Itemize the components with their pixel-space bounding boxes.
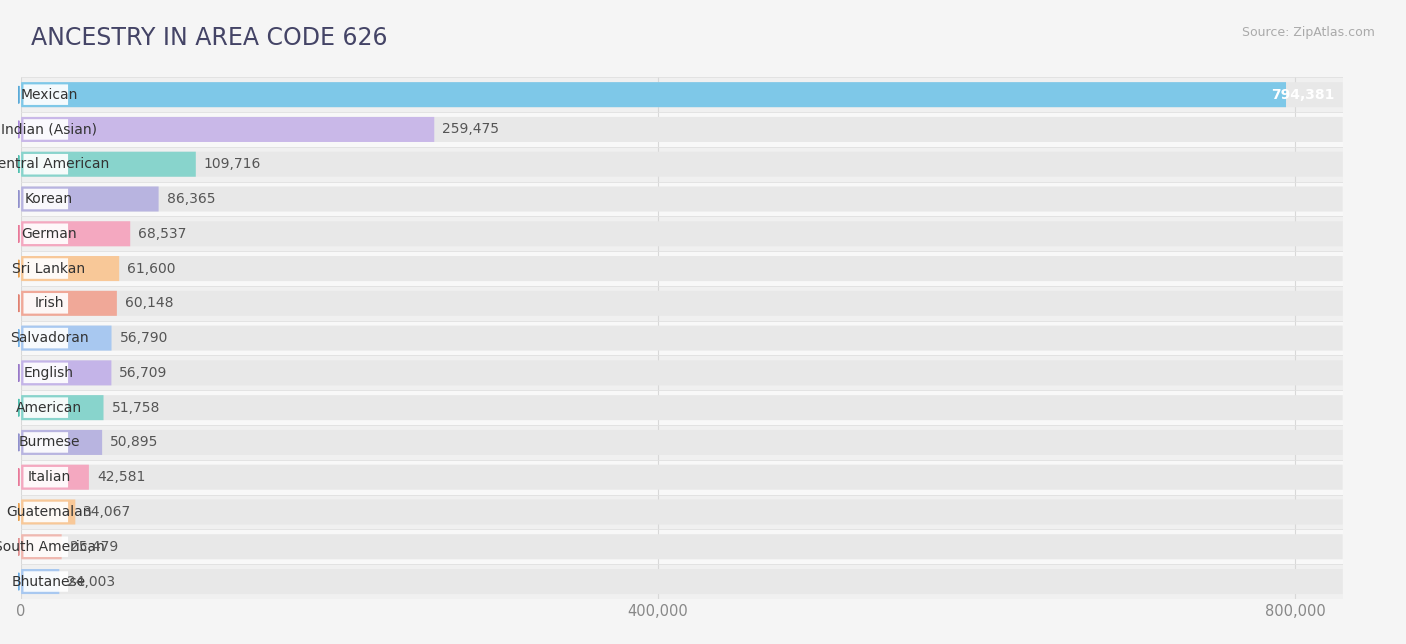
FancyBboxPatch shape bbox=[21, 187, 159, 211]
Text: Irish: Irish bbox=[34, 296, 63, 310]
Text: 259,475: 259,475 bbox=[443, 122, 499, 137]
FancyBboxPatch shape bbox=[21, 569, 59, 594]
FancyBboxPatch shape bbox=[21, 256, 120, 281]
Text: ANCESTRY IN AREA CODE 626: ANCESTRY IN AREA CODE 626 bbox=[31, 26, 388, 50]
FancyBboxPatch shape bbox=[21, 182, 1343, 216]
Text: Sri Lankan: Sri Lankan bbox=[13, 261, 86, 276]
Text: 42,581: 42,581 bbox=[97, 470, 145, 484]
FancyBboxPatch shape bbox=[24, 84, 67, 105]
FancyBboxPatch shape bbox=[24, 536, 67, 557]
Text: Mexican: Mexican bbox=[20, 88, 77, 102]
FancyBboxPatch shape bbox=[21, 430, 103, 455]
FancyBboxPatch shape bbox=[21, 256, 1343, 281]
FancyBboxPatch shape bbox=[21, 222, 1343, 246]
Text: 61,600: 61,600 bbox=[127, 261, 176, 276]
FancyBboxPatch shape bbox=[21, 390, 1343, 425]
FancyBboxPatch shape bbox=[24, 328, 67, 348]
Text: Guatemalan: Guatemalan bbox=[6, 505, 91, 519]
Text: Burmese: Burmese bbox=[18, 435, 80, 450]
FancyBboxPatch shape bbox=[24, 293, 67, 314]
Text: American: American bbox=[15, 401, 82, 415]
Text: 50,895: 50,895 bbox=[110, 435, 159, 450]
FancyBboxPatch shape bbox=[21, 251, 1343, 286]
Text: 51,758: 51,758 bbox=[111, 401, 160, 415]
FancyBboxPatch shape bbox=[24, 432, 67, 453]
Text: Bhutanese: Bhutanese bbox=[11, 574, 86, 589]
FancyBboxPatch shape bbox=[24, 189, 67, 209]
FancyBboxPatch shape bbox=[21, 500, 1343, 524]
FancyBboxPatch shape bbox=[24, 363, 67, 383]
Text: 34,067: 34,067 bbox=[83, 505, 132, 519]
FancyBboxPatch shape bbox=[24, 154, 67, 175]
FancyBboxPatch shape bbox=[24, 571, 67, 592]
FancyBboxPatch shape bbox=[21, 152, 195, 176]
FancyBboxPatch shape bbox=[21, 425, 1343, 460]
FancyBboxPatch shape bbox=[21, 147, 1343, 182]
FancyBboxPatch shape bbox=[21, 460, 1343, 495]
FancyBboxPatch shape bbox=[21, 361, 1343, 385]
Text: 25,479: 25,479 bbox=[70, 540, 118, 554]
FancyBboxPatch shape bbox=[24, 397, 67, 418]
Text: 109,716: 109,716 bbox=[204, 157, 262, 171]
FancyBboxPatch shape bbox=[21, 569, 1343, 594]
Text: South American: South American bbox=[0, 540, 104, 554]
Text: German: German bbox=[21, 227, 77, 241]
FancyBboxPatch shape bbox=[21, 395, 1343, 420]
FancyBboxPatch shape bbox=[21, 82, 1286, 107]
FancyBboxPatch shape bbox=[21, 355, 1343, 390]
FancyBboxPatch shape bbox=[24, 223, 67, 244]
FancyBboxPatch shape bbox=[24, 467, 67, 488]
FancyBboxPatch shape bbox=[24, 502, 67, 522]
Text: 86,365: 86,365 bbox=[166, 192, 215, 206]
FancyBboxPatch shape bbox=[21, 216, 1343, 251]
FancyBboxPatch shape bbox=[21, 187, 1343, 211]
FancyBboxPatch shape bbox=[21, 82, 1343, 107]
FancyBboxPatch shape bbox=[21, 564, 1343, 599]
FancyBboxPatch shape bbox=[24, 258, 67, 279]
Text: Indian (Asian): Indian (Asian) bbox=[1, 122, 97, 137]
Text: Korean: Korean bbox=[25, 192, 73, 206]
FancyBboxPatch shape bbox=[21, 222, 131, 246]
Text: Central American: Central American bbox=[0, 157, 110, 171]
FancyBboxPatch shape bbox=[21, 326, 1343, 350]
FancyBboxPatch shape bbox=[21, 112, 1343, 147]
FancyBboxPatch shape bbox=[21, 286, 1343, 321]
Text: 24,003: 24,003 bbox=[67, 574, 115, 589]
Text: Source: ZipAtlas.com: Source: ZipAtlas.com bbox=[1241, 26, 1375, 39]
FancyBboxPatch shape bbox=[21, 291, 1343, 316]
FancyBboxPatch shape bbox=[21, 465, 1343, 489]
FancyBboxPatch shape bbox=[21, 535, 1343, 559]
Text: 794,381: 794,381 bbox=[1271, 88, 1334, 102]
FancyBboxPatch shape bbox=[21, 117, 1343, 142]
Text: Italian: Italian bbox=[27, 470, 70, 484]
FancyBboxPatch shape bbox=[21, 77, 1343, 112]
FancyBboxPatch shape bbox=[21, 395, 104, 420]
Text: English: English bbox=[24, 366, 75, 380]
FancyBboxPatch shape bbox=[21, 326, 111, 350]
FancyBboxPatch shape bbox=[21, 535, 62, 559]
FancyBboxPatch shape bbox=[21, 321, 1343, 355]
Text: Salvadoran: Salvadoran bbox=[10, 331, 89, 345]
FancyBboxPatch shape bbox=[21, 465, 89, 489]
FancyBboxPatch shape bbox=[21, 361, 111, 385]
Text: 56,790: 56,790 bbox=[120, 331, 167, 345]
FancyBboxPatch shape bbox=[21, 529, 1343, 564]
Text: 56,709: 56,709 bbox=[120, 366, 167, 380]
FancyBboxPatch shape bbox=[21, 430, 1343, 455]
FancyBboxPatch shape bbox=[21, 500, 76, 524]
FancyBboxPatch shape bbox=[21, 495, 1343, 529]
FancyBboxPatch shape bbox=[21, 152, 1343, 176]
FancyBboxPatch shape bbox=[21, 117, 434, 142]
FancyBboxPatch shape bbox=[21, 291, 117, 316]
Text: 68,537: 68,537 bbox=[138, 227, 187, 241]
FancyBboxPatch shape bbox=[24, 119, 67, 140]
Text: 60,148: 60,148 bbox=[125, 296, 173, 310]
